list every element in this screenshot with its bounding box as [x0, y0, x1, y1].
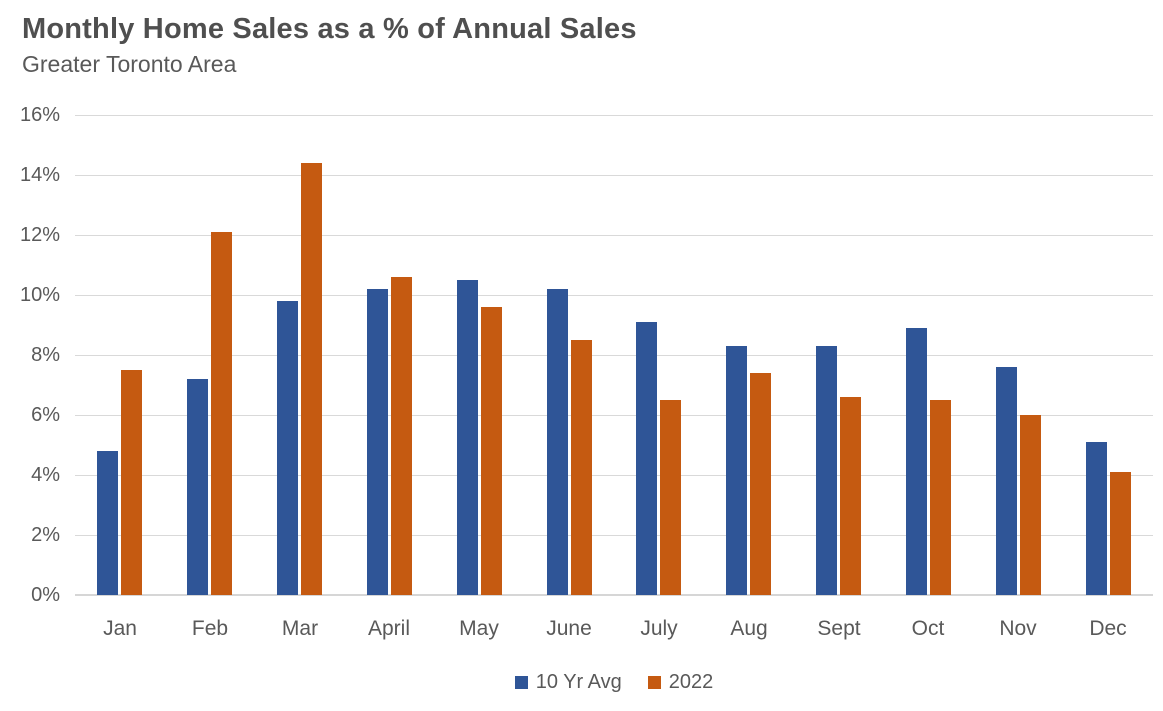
bar-dec-2022: [1110, 472, 1131, 595]
legend: 10 Yr Avg 2022: [75, 671, 1153, 694]
plot-area: [75, 115, 1153, 596]
x-tick-label-sept: Sept: [817, 617, 861, 640]
bar-oct-2022: [930, 400, 951, 595]
y-tick-label: 16%: [19, 104, 60, 126]
gridline-8%: [75, 355, 1153, 356]
bar-nov-10-yr-avg: [996, 367, 1017, 595]
bar-july-10-yr-avg: [636, 322, 657, 595]
gridline-12%: [75, 235, 1153, 236]
bar-jan-2022: [121, 370, 142, 595]
x-tick-label-aug: Aug: [730, 617, 768, 640]
y-tick-label: 2%: [31, 524, 60, 546]
legend-item-10-yr-avg: 10 Yr Avg: [514, 671, 622, 694]
gridline-10%: [75, 295, 1153, 296]
x-tick-label-may: May: [459, 617, 499, 640]
gridline-16%: [75, 115, 1153, 116]
bar-june-2022: [571, 340, 592, 595]
x-tick-label-mar: Mar: [281, 617, 319, 640]
y-tick-label: 4%: [31, 464, 60, 486]
bar-mar-10-yr-avg: [277, 301, 298, 595]
bar-april-2022: [391, 277, 412, 595]
x-tick-label-july: July: [640, 617, 678, 640]
x-tick-label-june: June: [546, 617, 592, 640]
bar-feb-2022: [211, 232, 232, 595]
bar-aug-10-yr-avg: [726, 346, 747, 595]
bar-feb-10-yr-avg: [187, 379, 208, 595]
x-tick-label-dec: Dec: [1089, 617, 1127, 640]
x-tick-label-nov: Nov: [999, 617, 1037, 640]
y-tick-label: 10%: [19, 284, 60, 306]
y-tick-label: 0%: [31, 584, 60, 606]
bar-aug-2022: [750, 373, 771, 595]
bar-mar-2022: [301, 163, 322, 595]
x-axis-line: [75, 594, 1153, 596]
bar-may-10-yr-avg: [457, 280, 478, 595]
x-tick-label-april: April: [367, 617, 410, 640]
legend-item-2022: 2022: [647, 671, 714, 694]
bar-sept-10-yr-avg: [816, 346, 837, 595]
x-tick-label-feb: Feb: [191, 617, 229, 640]
bar-dec-10-yr-avg: [1086, 442, 1107, 595]
gridline-6%: [75, 415, 1153, 416]
y-tick-label: 12%: [19, 224, 60, 246]
legend-swatch-icon: [514, 676, 528, 689]
bar-jan-10-yr-avg: [97, 451, 118, 595]
gridline-2%: [75, 535, 1153, 536]
gridline-14%: [75, 175, 1153, 176]
y-tick-label: 14%: [19, 164, 60, 186]
x-tick-label-oct: Oct: [911, 617, 945, 640]
x-tick-label-jan: Jan: [103, 617, 137, 640]
chart-title: Monthly Home Sales as a % of Annual Sale…: [22, 13, 637, 45]
legend-label: 10 Yr Avg: [535, 671, 622, 693]
y-tick-label: 8%: [31, 344, 60, 366]
bar-nov-2022: [1020, 415, 1041, 595]
legend-label: 2022: [668, 671, 714, 693]
bar-sept-2022: [840, 397, 861, 595]
chart-subtitle: Greater Toronto Area: [22, 51, 237, 77]
bar-june-10-yr-avg: [547, 289, 568, 595]
bar-april-10-yr-avg: [367, 289, 388, 595]
gridline-4%: [75, 475, 1153, 476]
legend-swatch-icon: [647, 676, 661, 689]
bar-july-2022: [660, 400, 681, 595]
y-tick-label: 6%: [31, 404, 60, 426]
bar-oct-10-yr-avg: [906, 328, 927, 595]
bar-may-2022: [481, 307, 502, 595]
